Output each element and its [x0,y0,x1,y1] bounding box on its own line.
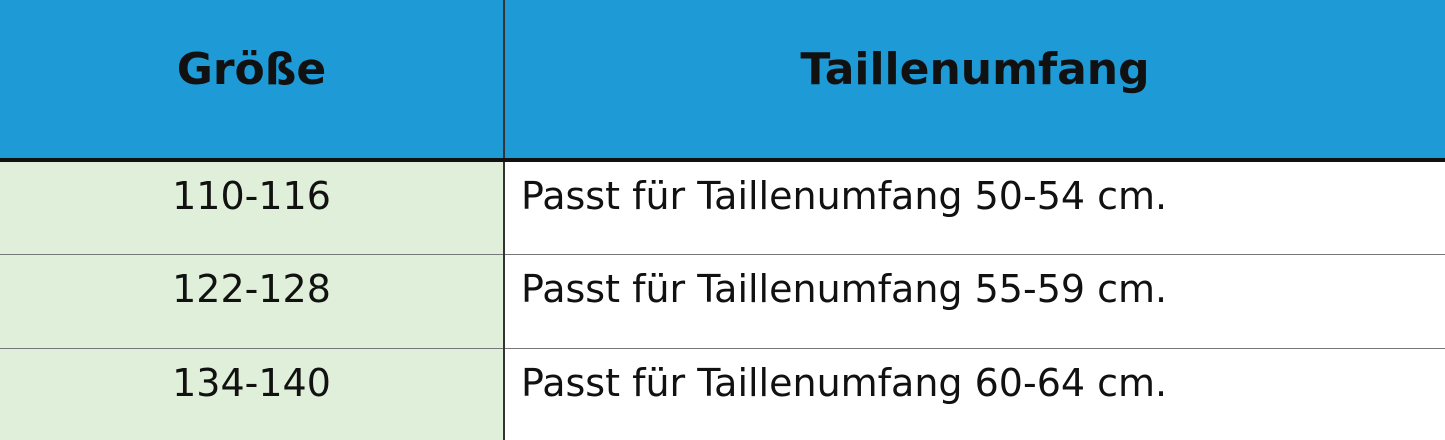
header-row: Größe Taillenumfang [0,0,1445,162]
waist-cell: Passt für Taillenumfang 50-54 cm. [504,160,1445,255]
waist-cell: Passt für Taillenumfang 60-64 cm. [521,360,1168,405]
table-body: 110-116 Passt für Taillenumfang 50-54 cm.… [0,160,1445,440]
table-row: 134-140 Passt für Taillenumfang 60-64 cm. [0,348,1445,440]
header-cell: Taillenumfang [503,0,1445,162]
size-cell: 122-128 [0,254,505,349]
header-cell: Größe [0,0,504,162]
size-cell: 110-116 [0,160,505,255]
table-row: 110-116 Passt für Taillenumfang 50-54 cm. [0,160,1445,255]
table-row: 122-128 Passt für Taillenumfang 55-59 cm. [0,254,1445,349]
size-cell: 134-140 [0,348,505,440]
waist-cell: Passt für Taillenumfang 55-59 cm. [504,254,1445,349]
